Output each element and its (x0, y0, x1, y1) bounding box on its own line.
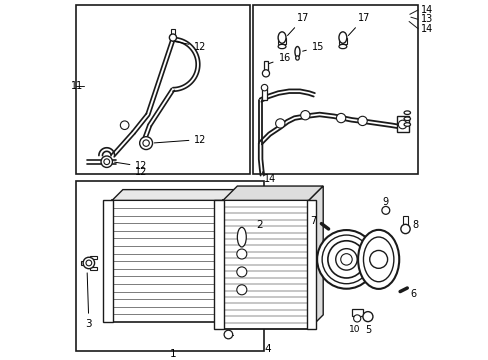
Bar (171, 29, 174, 37)
Text: 12: 12 (135, 167, 147, 177)
Bar (81, 261, 83, 265)
Circle shape (236, 267, 246, 277)
Circle shape (275, 119, 285, 128)
Circle shape (362, 312, 372, 321)
Circle shape (224, 330, 232, 339)
Ellipse shape (338, 32, 346, 43)
Circle shape (398, 120, 406, 129)
Bar (351, 309, 362, 316)
Circle shape (317, 230, 375, 289)
Circle shape (83, 257, 94, 269)
Circle shape (262, 70, 269, 77)
Bar (264, 61, 267, 70)
Bar (396, 116, 408, 132)
Polygon shape (223, 201, 308, 329)
Text: 17: 17 (287, 13, 309, 36)
Bar (214, 201, 224, 329)
Circle shape (400, 224, 409, 234)
Bar (306, 201, 315, 329)
Ellipse shape (363, 237, 393, 282)
Circle shape (357, 116, 366, 126)
Bar (231, 211, 251, 304)
Ellipse shape (294, 46, 299, 57)
Polygon shape (112, 201, 226, 322)
Text: 9: 9 (382, 197, 388, 207)
Circle shape (142, 140, 149, 146)
Polygon shape (226, 190, 237, 322)
Text: 5: 5 (364, 325, 370, 335)
Circle shape (353, 315, 360, 322)
Text: 16: 16 (269, 53, 290, 63)
Bar (76, 181, 264, 351)
Text: 15: 15 (302, 42, 324, 52)
Circle shape (335, 249, 356, 270)
Bar (338, 37, 346, 44)
Text: 2: 2 (256, 220, 263, 230)
Circle shape (236, 285, 246, 295)
Bar (89, 267, 97, 270)
Ellipse shape (338, 44, 346, 49)
Text: 14: 14 (420, 24, 432, 33)
Ellipse shape (295, 56, 299, 60)
Bar (89, 256, 97, 259)
Bar (402, 216, 407, 225)
Text: 13: 13 (420, 14, 432, 24)
Bar (253, 5, 417, 174)
Circle shape (101, 156, 112, 167)
Text: 11: 11 (71, 81, 83, 91)
Bar (103, 201, 113, 322)
Polygon shape (112, 190, 237, 201)
Text: 12: 12 (175, 41, 206, 51)
Text: 8: 8 (411, 220, 417, 230)
Circle shape (103, 159, 109, 165)
Circle shape (120, 121, 129, 130)
Text: 12: 12 (154, 135, 206, 144)
Ellipse shape (403, 123, 409, 126)
Circle shape (327, 241, 365, 278)
Text: 12: 12 (114, 161, 147, 171)
Ellipse shape (278, 44, 285, 49)
Circle shape (340, 254, 351, 265)
Text: 1: 1 (169, 349, 176, 359)
Polygon shape (223, 186, 323, 201)
Circle shape (381, 206, 389, 214)
Bar (76, 5, 249, 174)
Circle shape (261, 85, 267, 91)
Ellipse shape (403, 111, 409, 114)
Bar (224, 201, 233, 322)
Text: 6: 6 (410, 289, 416, 299)
Circle shape (236, 249, 246, 259)
Text: 3: 3 (85, 273, 92, 329)
Ellipse shape (278, 32, 285, 43)
Text: 10: 10 (348, 325, 360, 334)
Circle shape (369, 251, 387, 268)
Text: 14: 14 (264, 174, 276, 184)
Ellipse shape (357, 230, 398, 289)
Circle shape (169, 34, 176, 41)
Circle shape (86, 260, 92, 266)
Circle shape (140, 137, 152, 149)
Bar (278, 37, 285, 44)
Ellipse shape (237, 227, 246, 247)
Text: 14: 14 (420, 5, 432, 15)
Polygon shape (308, 186, 323, 329)
Circle shape (300, 111, 309, 120)
Text: 7: 7 (309, 216, 315, 226)
Circle shape (322, 235, 370, 284)
Text: 17: 17 (347, 13, 370, 36)
Circle shape (336, 113, 345, 123)
Text: 4: 4 (264, 344, 270, 354)
Ellipse shape (403, 117, 409, 121)
Bar (261, 87, 266, 100)
